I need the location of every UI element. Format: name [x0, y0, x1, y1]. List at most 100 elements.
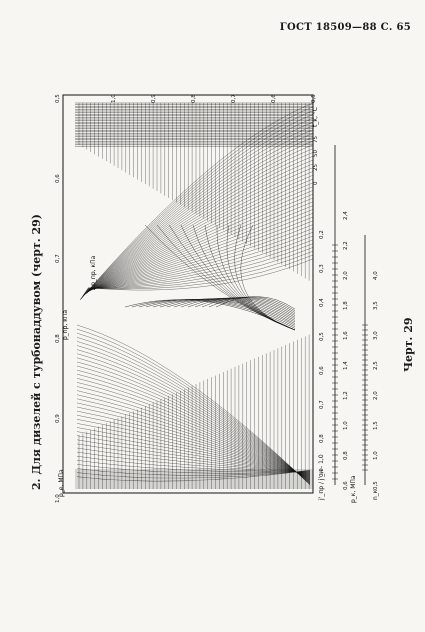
upper-fan-curve: [80, 118, 314, 299]
upper-fan-curve: [80, 114, 314, 300]
lower-fan-curve: [76, 470, 311, 482]
lower-fan-curve: [76, 398, 311, 478]
middle-curve: [215, 296, 296, 310]
upper-fan-curve: [83, 175, 314, 295]
nk-scale-tick-label: 3,0: [373, 331, 379, 340]
tk-axis-label: t_к, °С: [312, 107, 319, 127]
middle-curve: [145, 299, 296, 326]
middle-curve: [208, 296, 296, 311]
upper-fan-curve: [85, 209, 314, 292]
middle-curve: [201, 297, 296, 313]
left-scale-tick: 0,9: [55, 414, 61, 423]
left-scale-tick: 1,0: [55, 494, 61, 503]
middle-curve: [124, 299, 296, 331]
pk-scale-tick-label: 1,6: [343, 331, 349, 340]
left-scale-label: p_e, МПа: [58, 469, 65, 497]
upper-fan-curve: [80, 110, 314, 300]
upper-fan-curve: [86, 235, 314, 290]
upper-fan-curve: [84, 182, 314, 294]
upper-fan-curve: [83, 171, 314, 295]
pk-scale-tick-label: 2,4: [343, 211, 349, 220]
bottom-scale-tick: 0,3: [319, 264, 325, 273]
upper-fan-curve: [81, 133, 314, 298]
upper-fan-curve: [87, 251, 314, 289]
upper-fan-curve: [81, 129, 314, 299]
t-value-label: 0: [313, 181, 319, 185]
upper-fan-curve: [82, 144, 314, 297]
upper-fan-curve: [85, 213, 314, 292]
middle-curve: [187, 297, 296, 316]
left-scale-tick: 0,8: [55, 334, 61, 343]
upper-fan-curve: [81, 125, 314, 299]
nk-scale-label: n_к: [372, 489, 379, 500]
upper-fan-curve: [86, 228, 314, 291]
upper-fan-curve: [83, 178, 314, 295]
lower-fan-curve: [76, 328, 311, 485]
top-scale-tick: 0,5: [311, 94, 317, 103]
bottom-scale-label: j'_пр / j'_н - 1,0: [318, 454, 325, 501]
middle-curve: [159, 298, 296, 323]
upper-fan-curve: [81, 137, 314, 298]
lower-fan-curve: [76, 353, 311, 483]
upper-fan-curve: [87, 247, 314, 289]
upper-fan-curve: [85, 205, 314, 293]
upper-fan-curve: [79, 102, 314, 301]
upper-fan-curve: [85, 216, 314, 292]
pk-scale-tick-label: 0,6: [343, 481, 349, 490]
lower-fan-curve: [76, 345, 311, 484]
left-scale-tick: 0,7: [55, 254, 61, 263]
upper-fan-curve: [81, 140, 314, 298]
pk-scale-label: p_к, МПа: [350, 475, 357, 503]
pk-scale-tick-label: 1,4: [343, 361, 349, 370]
bottom-scale-tick: 0,4: [319, 298, 325, 307]
middle-curve: [152, 298, 296, 324]
pk-scale-tick-label: 1,0: [343, 421, 349, 430]
pk-scale-tick-label: 1,8: [343, 301, 349, 310]
middle-curve: [173, 298, 296, 319]
bottom-scale-tick: 0,2: [319, 230, 325, 239]
lower-fan-curve: [76, 337, 311, 484]
lower-fan-curve: [76, 361, 311, 482]
wedge-curve: [204, 224, 296, 331]
upper-fan-curve: [84, 186, 314, 294]
wedge-curve: [144, 224, 296, 331]
wedge-curve: [240, 224, 296, 331]
nomogram-chart: 1,0 0,9 0,8 0,7 0,6 0,5 1,0 0,9 0,8 0,7 0,6 0,5 0,9 0…: [55, 85, 385, 505]
lower-fan-curve: [76, 333, 311, 485]
upper-fan-curve: [84, 194, 314, 293]
lower-fan-curve: [76, 369, 311, 481]
pk-scale-tick-label: 2,0: [343, 271, 349, 280]
upper-fan-curve: [80, 121, 314, 299]
nk-scale-tick-label: 3,5: [373, 301, 379, 310]
upper-fan-curve: [82, 159, 314, 296]
top-scale-tick: 0,7: [231, 94, 237, 103]
lower-fan-curve: [76, 423, 311, 476]
upper-fan-curve: [88, 258, 314, 291]
left-scale-tick: 0,6: [55, 174, 61, 183]
middle-curve: [138, 299, 296, 327]
upper-fan-curve: [86, 232, 314, 290]
upper-fan-curve: [84, 197, 314, 293]
upper-fan-curve: [87, 254, 314, 290]
top-scale-tick: 1,0: [111, 94, 117, 103]
pk-scale-tick-label: 0,8: [343, 451, 349, 460]
bottom-scale-tick: 0,5: [319, 332, 325, 341]
bottom-scale-tick: 0,8: [319, 434, 325, 443]
upper-fan-curve: [80, 106, 314, 300]
upper-fan-curve: [86, 220, 314, 291]
nk-scale-tick-label: 1,0: [373, 451, 379, 460]
nomogram-line-families: [75, 102, 368, 489]
bottom-scale-tick: 0,6: [319, 366, 325, 375]
nk-scale-tick-label: 2,5: [373, 361, 379, 370]
upper-fan-curve: [82, 152, 314, 297]
t-value-label: 50: [313, 150, 319, 157]
wedge-curve: [156, 224, 296, 331]
pnp-axis-label: p_np, кПа: [62, 310, 69, 340]
upper-fan-curve: [86, 224, 314, 291]
upper-fan-curve: [83, 167, 314, 296]
nk-scale-tick-label: 1,5: [373, 421, 379, 430]
chart-frame: [62, 94, 314, 494]
upper-fan-curve: [82, 148, 314, 297]
top-scale-tick: 0,9: [151, 94, 157, 103]
nk-scale-tick-label: 4,0: [373, 271, 379, 280]
